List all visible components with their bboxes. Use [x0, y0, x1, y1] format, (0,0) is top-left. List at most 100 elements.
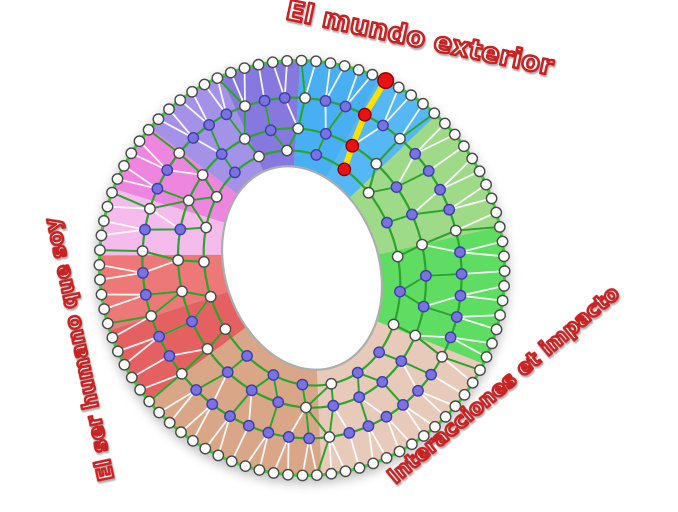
node-ring1-39[interactable] [299, 92, 311, 104]
node-ring2-9[interactable] [272, 396, 285, 409]
node-ring0-32[interactable] [212, 449, 225, 462]
node-ring1-22[interactable] [163, 349, 176, 362]
node-ring1-27[interactable] [136, 245, 149, 258]
node-ring0-62[interactable] [186, 85, 199, 98]
node-ring3-1[interactable] [394, 285, 406, 298]
wedge-pink-light[interactable] [99, 188, 226, 256]
node-ring1-35[interactable] [220, 108, 233, 121]
node-ring1-25[interactable] [139, 288, 152, 301]
node-ring1-26[interactable] [136, 266, 149, 279]
node-ring0-81[interactable] [438, 117, 451, 130]
node-ring0-53[interactable] [106, 186, 118, 199]
node-ring2-5[interactable] [376, 375, 389, 388]
node-ring1-9[interactable] [397, 398, 409, 411]
node-ring1-11[interactable] [362, 420, 375, 432]
node-ring2-15[interactable] [172, 254, 185, 267]
node-ring1-20[interactable] [190, 384, 203, 396]
node-ring0-70[interactable] [295, 54, 308, 67]
node-ring0-35[interactable] [175, 426, 187, 439]
node-ring2-4[interactable] [395, 355, 408, 367]
node-ring0-59[interactable] [152, 113, 165, 126]
node-ring2-13[interactable] [186, 315, 198, 328]
node-ring0-13[interactable] [458, 388, 471, 401]
node-ring3-19[interactable] [362, 186, 375, 199]
node-ring0-24[interactable] [325, 467, 338, 480]
node-ring2-22[interactable] [292, 122, 304, 135]
node-ring0-85[interactable] [473, 165, 486, 178]
node-ring0-45[interactable] [98, 303, 111, 315]
node-ring2-17[interactable] [182, 194, 195, 207]
node-ring3-5[interactable] [325, 377, 338, 390]
node-ring0-64[interactable] [211, 72, 224, 85]
node-ring0-50[interactable] [95, 229, 108, 242]
node-ring0-33[interactable] [199, 442, 212, 455]
node-ring0-58[interactable] [142, 123, 155, 136]
node-ring0-23[interactable] [339, 465, 352, 478]
node-ring0-19[interactable] [393, 445, 406, 458]
node-ring2-23[interactable] [319, 127, 332, 140]
wedge-green-vivid[interactable] [376, 226, 505, 364]
node-ring0-39[interactable] [134, 383, 147, 396]
node-ring0-48[interactable] [93, 258, 106, 271]
node-ring1-47[interactable] [434, 183, 446, 196]
node-ring0-1[interactable] [493, 220, 506, 233]
node-ring0-52[interactable] [101, 200, 114, 213]
node-ring2-14[interactable] [176, 285, 188, 298]
node-ring2-6[interactable] [353, 391, 366, 403]
node-ring1-31[interactable] [161, 164, 174, 177]
node-ring0-31[interactable] [225, 455, 238, 468]
node-ring0-18[interactable] [405, 438, 418, 451]
node-ring2-21[interactable] [264, 124, 277, 137]
node-ring3-4[interactable] [351, 366, 364, 379]
node-ring0-6[interactable] [496, 294, 509, 307]
wedge-blue-right[interactable] [325, 77, 437, 198]
node-ring0-83[interactable] [457, 140, 470, 153]
node-ring0-86[interactable] [480, 178, 492, 191]
node-ring2-25[interactable] [370, 157, 383, 170]
node-ring2-11[interactable] [221, 366, 234, 379]
node-ring2-2[interactable] [417, 300, 430, 313]
node-ring0-3[interactable] [498, 250, 510, 263]
node-ring0-87[interactable] [485, 192, 498, 205]
node-ring0-30[interactable] [239, 460, 252, 472]
node-ring1-34[interactable] [203, 119, 216, 131]
node-ring3-9[interactable] [219, 323, 232, 335]
node-ring3-14[interactable] [228, 166, 241, 179]
node-ring0-47[interactable] [94, 273, 106, 286]
node-ring0-73[interactable] [338, 60, 351, 72]
node-ring0-67[interactable] [252, 58, 265, 71]
node-ring0-36[interactable] [163, 416, 176, 429]
node-ring0-17[interactable] [417, 429, 430, 442]
node-ring0-80[interactable] [428, 107, 441, 120]
node-ring3-16[interactable] [281, 144, 293, 157]
node-ring1-44[interactable] [393, 132, 406, 145]
node-ring0-44[interactable] [101, 317, 114, 330]
node-ring0-65[interactable] [224, 66, 237, 79]
node-ring0-69[interactable] [281, 55, 293, 67]
node-ring0-12[interactable] [466, 376, 479, 389]
node-ring0-60[interactable] [163, 103, 175, 116]
node-ring0-46[interactable] [95, 288, 108, 301]
node-ring1-38[interactable] [278, 92, 291, 104]
node-ring0-37[interactable] [153, 406, 166, 419]
node-ring2-1[interactable] [419, 269, 432, 282]
node-ring0-40[interactable] [125, 371, 138, 384]
node-ring0-10[interactable] [480, 351, 493, 363]
node-ring1-8[interactable] [412, 384, 424, 397]
node-ring0-41[interactable] [118, 358, 131, 371]
selected-node-ring3-18[interactable] [337, 162, 352, 177]
node-ring2-20[interactable] [238, 132, 251, 145]
node-ring1-16[interactable] [262, 426, 275, 439]
node-ring0-28[interactable] [267, 466, 280, 479]
wedge-red-dark[interactable] [109, 291, 247, 400]
node-ring1-6[interactable] [436, 350, 448, 363]
node-ring1-7[interactable] [425, 368, 437, 381]
node-ring3-20[interactable] [380, 216, 393, 229]
node-ring1-3[interactable] [454, 289, 467, 302]
node-ring0-68[interactable] [266, 56, 279, 69]
node-ring3-6[interactable] [296, 378, 309, 391]
node-ring0-66[interactable] [238, 62, 251, 74]
node-ring2-7[interactable] [327, 399, 340, 412]
node-ring0-63[interactable] [198, 78, 211, 91]
node-ring2-26[interactable] [390, 181, 403, 194]
